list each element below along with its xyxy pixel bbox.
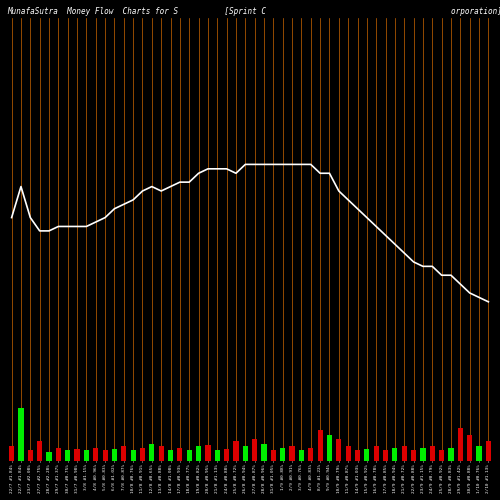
Bar — [271, 450, 276, 462]
Bar — [420, 448, 426, 462]
Bar — [130, 450, 136, 462]
Bar — [411, 450, 416, 462]
Bar — [439, 450, 444, 462]
Bar — [252, 439, 257, 462]
Bar — [402, 446, 407, 462]
Bar — [178, 448, 182, 462]
Bar — [224, 449, 229, 462]
Bar — [355, 450, 360, 462]
Bar — [448, 448, 454, 462]
Bar — [383, 450, 388, 462]
Bar — [486, 442, 491, 462]
Bar — [290, 446, 294, 462]
Bar — [374, 446, 379, 462]
Bar — [37, 442, 42, 462]
Bar — [318, 430, 322, 462]
Bar — [186, 450, 192, 462]
Bar — [299, 450, 304, 462]
Bar — [327, 435, 332, 462]
Bar — [150, 444, 154, 462]
Bar — [336, 439, 342, 462]
Bar — [140, 448, 145, 462]
Bar — [102, 450, 108, 462]
Bar — [458, 428, 463, 462]
Bar — [74, 449, 80, 462]
Bar — [112, 449, 117, 462]
Bar — [93, 448, 98, 462]
Bar — [65, 450, 70, 462]
Bar — [308, 448, 314, 462]
Bar — [46, 452, 52, 462]
Bar — [392, 448, 398, 462]
Bar — [206, 444, 210, 462]
Bar — [346, 446, 350, 462]
Bar — [168, 450, 173, 462]
Text: MunafaSutra  Money Flow  Charts for S          [Sprint C                        : MunafaSutra Money Flow Charts for S [Spr… — [7, 7, 500, 16]
Bar — [84, 450, 89, 462]
Bar — [158, 446, 164, 462]
Bar — [280, 448, 285, 462]
Bar — [430, 446, 435, 462]
Bar — [467, 435, 472, 462]
Bar — [9, 446, 14, 462]
Bar — [121, 446, 126, 462]
Bar — [234, 442, 238, 462]
Bar — [476, 446, 482, 462]
Bar — [243, 446, 248, 462]
Bar — [56, 448, 61, 462]
Bar — [214, 450, 220, 462]
Bar — [262, 444, 266, 462]
Bar — [364, 449, 370, 462]
Bar — [196, 446, 201, 462]
Bar — [18, 408, 24, 462]
Bar — [28, 450, 33, 462]
